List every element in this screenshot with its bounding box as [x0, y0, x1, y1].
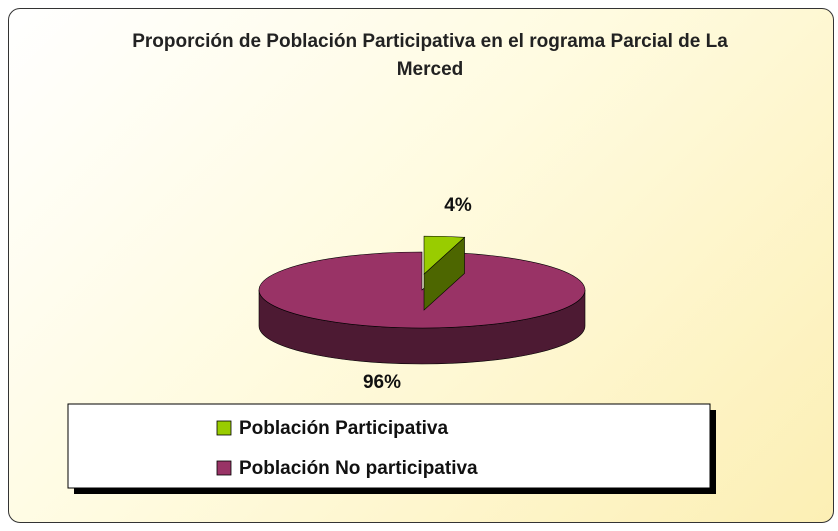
legend-swatch: [216, 460, 232, 476]
pie-slice: [258, 251, 586, 329]
legend-swatch: [216, 420, 232, 436]
chart-title: Proporción de Población Participativa en…: [132, 31, 728, 80]
data-label: 96%: [363, 372, 401, 393]
legend-label: Población No participativa: [239, 458, 478, 479]
legend-label: Población Participativa: [239, 418, 448, 439]
pie-slice: [423, 235, 466, 275]
data-label: 4%: [444, 195, 472, 216]
legend: [67, 403, 711, 489]
